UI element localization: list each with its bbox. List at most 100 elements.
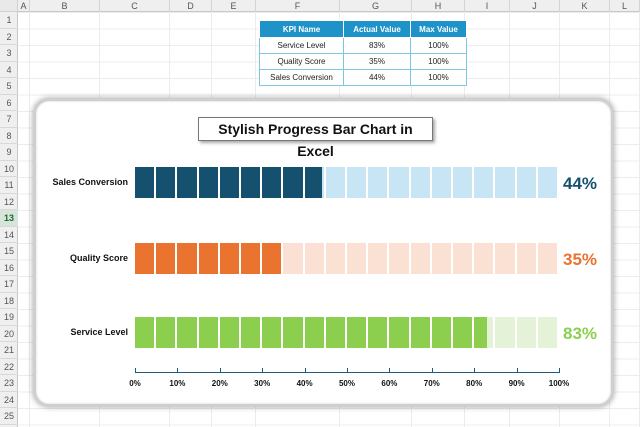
cell-max-value[interactable]: 100% — [410, 53, 467, 70]
bar-track-segment-service-level — [537, 317, 559, 348]
cell-kpi-name[interactable]: Sales Conversion — [259, 69, 344, 86]
row-header-23[interactable]: 23 — [0, 375, 18, 392]
row-header-9[interactable]: 9 — [0, 144, 18, 161]
column-header-g[interactable]: G — [340, 0, 412, 12]
bar-track-segment-sales-conversion — [537, 167, 559, 198]
bar-track-segment-quality-score — [347, 243, 369, 274]
bar-fill-segment-quality-score[interactable] — [262, 243, 284, 274]
bar-fill-segment-service-level[interactable] — [219, 317, 241, 348]
bar-fill-segment-sales-conversion[interactable] — [241, 167, 263, 198]
column-header-i[interactable]: I — [465, 0, 510, 12]
column-header-f[interactable]: F — [256, 0, 340, 12]
row-header-7[interactable]: 7 — [0, 111, 18, 128]
x-axis-tick — [347, 368, 348, 373]
row-header-25[interactable]: 25 — [0, 408, 18, 425]
row-header-18[interactable]: 18 — [0, 293, 18, 309]
chart-title[interactable]: Stylish Progress Bar Chart in Excel — [198, 117, 433, 159]
bar-fill-segment-sales-conversion[interactable] — [156, 167, 178, 198]
bar-track-segment-sales-conversion — [347, 167, 369, 198]
select-all-corner[interactable] — [0, 0, 18, 12]
row-header-6[interactable]: 6 — [0, 95, 18, 111]
column-header-c[interactable]: C — [100, 0, 170, 12]
x-axis-tick — [262, 368, 264, 373]
column-header-a[interactable]: A — [18, 0, 30, 12]
row-header-2[interactable]: 2 — [0, 29, 18, 45]
bar-fill-segment-quality-score[interactable] — [156, 243, 178, 274]
x-axis-tick — [177, 368, 179, 373]
header-actual-value[interactable]: Actual Value — [343, 20, 411, 38]
bar-fill-segment-service-level[interactable] — [410, 317, 432, 348]
bar-fill-segment-service-level[interactable] — [431, 317, 453, 348]
column-header-l[interactable]: L — [610, 0, 640, 12]
cell-kpi-name[interactable]: Service Level — [259, 37, 344, 54]
bar-fill-segment-sales-conversion[interactable] — [262, 167, 284, 198]
row-header-11[interactable]: 11 — [0, 177, 18, 194]
cell-actual-value[interactable]: 44% — [343, 69, 411, 86]
bar-fill-segment-quality-score[interactable] — [241, 243, 263, 274]
row-header-22[interactable]: 22 — [0, 359, 18, 375]
bar-track-segment-sales-conversion — [474, 167, 496, 198]
row-header-3[interactable]: 3 — [0, 45, 18, 62]
bar-fill-segment-quality-score[interactable] — [198, 243, 220, 274]
bar-fill-segment-service-level[interactable] — [389, 317, 411, 348]
row-header-8[interactable]: 8 — [0, 128, 18, 144]
bar-fill-segment-service-level[interactable] — [474, 317, 487, 348]
bar-fill-segment-service-level[interactable] — [135, 317, 157, 348]
bar-track-segment-quality-score — [431, 243, 453, 274]
cell-actual-value[interactable]: 35% — [343, 53, 411, 70]
row-header-5[interactable]: 5 — [0, 78, 18, 95]
header-max-value[interactable]: Max Value — [410, 20, 467, 38]
bar-track-segment-quality-score — [410, 243, 432, 274]
bar-fill-segment-service-level[interactable] — [325, 317, 347, 348]
row-header-4[interactable]: 4 — [0, 62, 18, 78]
row-header-10[interactable]: 10 — [0, 161, 18, 177]
bar-fill-segment-service-level[interactable] — [198, 317, 220, 348]
row-header-20[interactable]: 20 — [0, 326, 18, 342]
header-kpi-name[interactable]: KPI Name — [259, 20, 344, 38]
row-header-17[interactable]: 17 — [0, 276, 18, 293]
row-header-21[interactable]: 21 — [0, 342, 18, 359]
bar-fill-segment-sales-conversion[interactable] — [198, 167, 220, 198]
bar-fill-segment-service-level[interactable] — [347, 317, 369, 348]
bar-fill-segment-sales-conversion[interactable] — [219, 167, 241, 198]
bar-fill-segment-service-level[interactable] — [241, 317, 263, 348]
row-header-13[interactable]: 13 — [0, 210, 18, 227]
bar-fill-segment-sales-conversion[interactable] — [283, 167, 305, 198]
row-header-19[interactable]: 19 — [0, 309, 18, 326]
cell-kpi-name[interactable]: Quality Score — [259, 53, 344, 70]
row-header-14[interactable]: 14 — [0, 227, 18, 243]
column-header-b[interactable]: B — [30, 0, 100, 12]
bar-fill-segment-quality-score[interactable] — [177, 243, 199, 274]
row-header-15[interactable]: 15 — [0, 243, 18, 260]
bar-fill-segment-service-level[interactable] — [283, 317, 305, 348]
bar-fill-segment-service-level[interactable] — [156, 317, 178, 348]
column-header-k[interactable]: K — [560, 0, 610, 12]
row-header-12[interactable]: 12 — [0, 194, 18, 210]
value-label-service-level: 83% — [563, 324, 598, 343]
column-header-h[interactable]: H — [412, 0, 465, 12]
column-header-d[interactable]: D — [170, 0, 212, 12]
row-header-1[interactable]: 1 — [0, 12, 18, 29]
bar-fill-segment-sales-conversion[interactable] — [304, 167, 322, 198]
bar-fill-segment-quality-score[interactable] — [219, 243, 241, 274]
column-gridline — [29, 12, 30, 427]
bar-fill-segment-service-level[interactable] — [262, 317, 284, 348]
bar-fill-segment-service-level[interactable] — [177, 317, 199, 348]
row-header-24[interactable]: 24 — [0, 392, 18, 408]
bar-track-segment-sales-conversion — [368, 167, 390, 198]
cell-max-value[interactable]: 100% — [410, 37, 467, 54]
bar-fill-segment-service-level[interactable] — [368, 317, 390, 348]
x-axis-tick-label: 20% — [211, 379, 228, 388]
bar-fill-segment-service-level[interactable] — [453, 317, 475, 348]
bar-fill-segment-sales-conversion[interactable] — [135, 167, 157, 198]
x-axis-tick-label: 70% — [423, 379, 440, 388]
bar-fill-segment-sales-conversion[interactable] — [177, 167, 199, 198]
bar-fill-segment-service-level[interactable] — [304, 317, 326, 348]
column-header-e[interactable]: E — [212, 0, 256, 12]
cell-max-value[interactable]: 100% — [410, 69, 467, 86]
bar-track-segment-sales-conversion — [453, 167, 475, 198]
row-header-16[interactable]: 16 — [0, 260, 18, 276]
bar-fill-segment-quality-score[interactable] — [135, 243, 157, 274]
cell-actual-value[interactable]: 83% — [343, 37, 411, 54]
column-header-j[interactable]: J — [510, 0, 560, 12]
